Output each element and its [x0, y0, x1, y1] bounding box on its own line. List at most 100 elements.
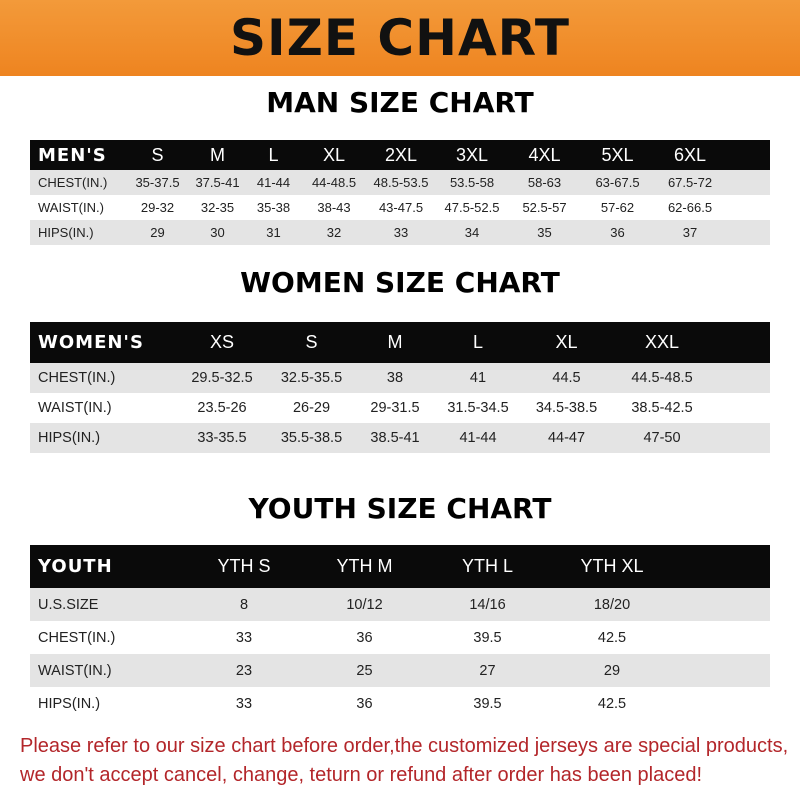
- table-cell: 47.5-52.5: [444, 200, 500, 215]
- row-label: HIPS(IN.): [38, 225, 94, 240]
- table-cell: 58-63: [527, 175, 562, 190]
- table-cell: M: [210, 144, 225, 165]
- table-cell: 32.5-35.5: [280, 370, 343, 386]
- table-row: U.S.SIZE 8 10/12 14/16 18/20: [30, 588, 770, 621]
- table-cell: S: [305, 332, 318, 352]
- row-label: HIPS(IN.): [38, 430, 101, 446]
- table-cell: S: [151, 144, 164, 165]
- table-cell: 3XL: [455, 144, 489, 165]
- table-cell: 38-43: [317, 200, 351, 215]
- youth-title: YOUTH SIZE CHART: [248, 492, 552, 525]
- table-cell: 31: [266, 225, 281, 240]
- table-cell: YTH XL: [580, 556, 644, 576]
- table-cell: 31.5-34.5: [447, 400, 509, 416]
- table-cell: 29: [603, 662, 621, 679]
- table-cell: YTH L: [461, 556, 513, 576]
- table-cell: XS: [209, 332, 234, 352]
- table-cell: 43-47.5: [378, 200, 424, 215]
- row-label: WOMEN'S: [38, 332, 144, 353]
- men-size-table: MEN'S S M L XL 2XL 3XL 4XL 5XL 6XL CHEST(IN.) 35-37…: [30, 140, 770, 245]
- table-cell: 35: [537, 225, 552, 240]
- table-cell: 39.5: [473, 695, 502, 712]
- table-cell: 5XL: [601, 144, 634, 165]
- row-label: HIPS(IN.): [38, 695, 101, 712]
- women-size-table: WOMEN'S XS S M L XL XXL CHEST(IN.) 29.5-32.5 32.5…: [30, 322, 770, 453]
- table-cell: 2XL: [384, 144, 418, 165]
- table-cell: 26-29: [292, 400, 331, 416]
- table-cell: 36: [356, 629, 373, 646]
- table-cell: 41-44: [256, 175, 291, 190]
- table-row: HIPS(IN.) 33 36 39.5 42.5: [30, 687, 770, 720]
- table-cell: 41-44: [459, 430, 497, 446]
- table-cell: 23: [235, 662, 253, 679]
- disclaimer: Please refer to our size chart before or…: [20, 732, 800, 790]
- table-cell: 33: [235, 695, 253, 712]
- table-cell: 34: [464, 225, 480, 240]
- row-label: MEN'S: [38, 144, 107, 166]
- table-cell: YTH M: [336, 556, 393, 576]
- table-cell: 41: [469, 370, 487, 386]
- table-cell: L: [472, 332, 483, 352]
- table-cell: XL: [555, 332, 578, 352]
- table-cell: 33: [235, 629, 253, 646]
- table-cell: 29: [150, 225, 165, 240]
- table-cell: YTH S: [217, 556, 271, 576]
- table-header-row: MEN'S S M L XL 2XL 3XL 4XL 5XL 6XL: [30, 140, 770, 170]
- table-row: HIPS(IN.) 33-35.5 35.5-38.5 38.5-41 41-44 44-…: [30, 423, 770, 453]
- table-cell: 32: [326, 225, 342, 240]
- row-label: WAIST(IN.): [38, 400, 112, 416]
- women-title: WOMEN SIZE CHART: [240, 266, 560, 299]
- disclaimer-line-2: we don't accept cancel, change, teturn o…: [20, 764, 703, 786]
- table-cell: 38: [386, 370, 404, 386]
- table-cell: 47-50: [643, 430, 681, 446]
- table-cell: 36: [356, 695, 373, 712]
- table-cell: 35.5-38.5: [280, 430, 343, 446]
- table-cell: 42.5: [597, 695, 627, 712]
- table-cell: 44.5: [552, 370, 581, 386]
- row-label: CHEST(IN.): [38, 629, 116, 646]
- table-cell: 30: [210, 225, 225, 240]
- table-cell: 33: [393, 225, 409, 240]
- table-cell: 48.5-53.5: [373, 175, 429, 190]
- table-cell: 42.5: [597, 629, 627, 646]
- table-cell: 57-62: [600, 200, 635, 215]
- table-cell: 23.5-26: [197, 400, 247, 416]
- table-cell: 39.5: [473, 629, 502, 646]
- table-row: WAIST(IN.) 29-32 32-35 35-38 38-43 43-47.5 47.…: [30, 195, 770, 220]
- table-cell: 8: [239, 596, 249, 613]
- row-label: CHEST(IN.): [38, 370, 116, 386]
- table-cell: 62-66.5: [667, 200, 713, 215]
- table-cell: 34.5-38.5: [535, 400, 598, 416]
- table-cell: 36: [610, 225, 625, 240]
- table-cell: 33-35.5: [197, 430, 247, 446]
- row-label: YOUTH: [38, 556, 113, 577]
- table-cell: XXL: [644, 332, 680, 352]
- youth-size-table: YOUTH YTH S YTH M YTH L YTH XL U.S.SIZE 8 10/12…: [30, 545, 770, 720]
- table-cell: 14/16: [469, 596, 506, 613]
- table-cell: 53.5-58: [449, 175, 495, 190]
- table-cell: 37: [682, 225, 698, 240]
- table-row: HIPS(IN.) 29 30 31 32 33 34 35 36 37: [30, 220, 770, 245]
- table-cell: 10/12: [346, 596, 383, 613]
- row-label: WAIST(IN.): [38, 200, 104, 215]
- row-label: WAIST(IN.): [38, 662, 112, 679]
- table-row: CHEST(IN.) 29.5-32.5 32.5-35.5 38 41 44.5 44.5…: [30, 363, 770, 393]
- table-cell: 67.5-72: [667, 175, 713, 190]
- table-cell: 38.5-42.5: [631, 400, 693, 416]
- table-cell: 35-37.5: [135, 175, 180, 190]
- disclaimer-line-1: Please refer to our size chart before or…: [20, 735, 789, 757]
- banner-title: SIZE CHART: [229, 9, 571, 67]
- table-cell: M: [387, 332, 403, 352]
- table-header-row: WOMEN'S XS S M L XL XXL: [30, 322, 770, 363]
- table-cell: 37.5-41: [195, 175, 240, 190]
- row-label: U.S.SIZE: [38, 596, 99, 613]
- table-cell: 63-67.5: [595, 175, 640, 190]
- table-cell: 38.5-41: [370, 430, 420, 446]
- table-cell: 32-35: [200, 200, 235, 215]
- table-cell: 44.5-48.5: [631, 370, 693, 386]
- table-cell: 29-32: [140, 200, 175, 215]
- table-cell: XL: [322, 144, 346, 165]
- table-cell: 35-38: [256, 200, 291, 215]
- size-chart-banner: SIZE CHART: [0, 0, 800, 76]
- table-cell: 29-31.5: [370, 400, 420, 416]
